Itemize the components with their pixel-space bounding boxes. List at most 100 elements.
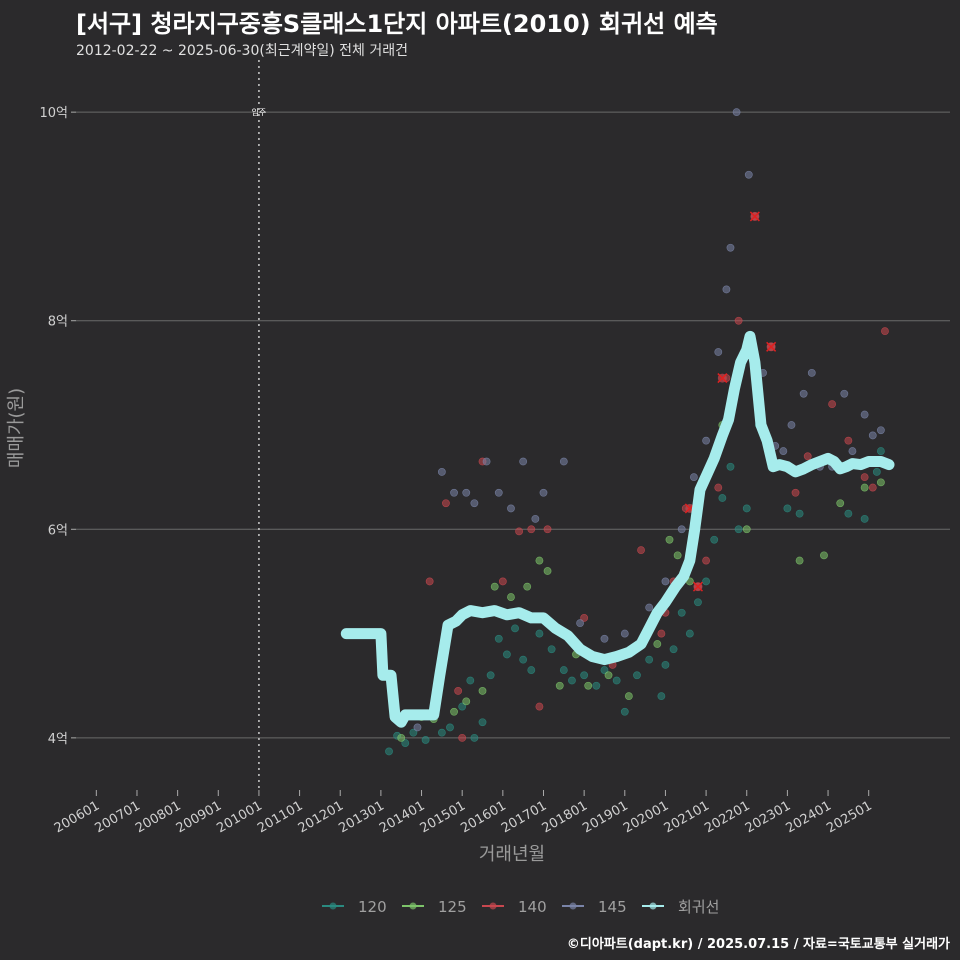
point-120-34 [702,577,710,586]
point-145-4 [470,499,479,508]
point-125-9 [535,556,544,565]
point-120-32 [685,629,694,638]
x-tick-label-4: 201001 [214,798,264,836]
point-145-23 [732,108,741,117]
point-125-18 [673,551,682,560]
point-140-12 [637,546,645,555]
point-120-46 [876,447,885,455]
point-120-23 [600,666,609,674]
y-tick-label-3: 10억 [39,106,68,121]
point-120-45 [872,468,881,476]
point-125-0 [397,733,406,742]
point-140-26 [803,452,812,461]
x-tick-label-1: 200701 [92,798,142,836]
point-125-13 [584,681,593,690]
point-120-0 [385,747,393,756]
x-tick-label-15: 202101 [662,798,712,836]
x-tick-label-6: 201201 [296,798,346,836]
point-145-15 [645,603,654,612]
legend-item-2: 140 [482,898,547,916]
point-120-5 [437,728,446,737]
point-120-35 [710,535,719,544]
point-145-11 [559,457,568,466]
highlight-point-4 [766,341,777,352]
point-125-4 [462,697,471,706]
legend-label-4: 회귀선 [678,898,719,916]
occupancy-line-group: 입주 [252,60,267,790]
legend-item-1: 125 [402,898,467,916]
point-140-13 [657,629,666,638]
point-145-29 [799,389,808,398]
chart-title: [서구] 청라지구중흥S클래스1단지 아파트(2010) 회귀선 예측 [76,10,718,38]
legend-marker-2 [489,902,497,910]
point-125-25 [836,499,845,508]
regression-line [340,330,895,728]
point-120-15 [519,655,528,664]
point-125-26 [860,483,869,492]
point-125-3 [450,707,458,716]
point-140-25 [791,488,800,497]
point-125-8 [523,582,532,591]
point-140-29 [860,473,869,482]
x-tick-label-9: 201501 [418,798,468,836]
x-axis-ticks: 2006012007012008012009012010012011012012… [52,790,875,836]
point-120-30 [669,645,678,654]
point-145-33 [840,389,849,398]
point-120-39 [742,504,751,513]
point-145-18 [689,473,698,482]
point-145-5 [482,457,491,466]
point-140-28 [844,436,853,445]
point-145-1 [437,468,446,476]
x-tick-label-2: 200801 [133,798,183,836]
occupancy-label: 입주 [252,108,267,117]
point-145-17 [677,525,686,534]
point-145-6 [494,488,503,497]
legend-label-2: 140 [518,898,547,916]
x-tick-label-13: 201901 [580,798,630,836]
point-120-26 [633,671,641,680]
point-125-17 [665,535,674,544]
point-120-21 [580,671,589,680]
legend-marker-0 [329,902,337,910]
point-125-10 [543,567,552,575]
highlight-points [684,211,777,592]
legend-item-0: 120 [322,898,387,916]
point-145-24 [744,170,753,179]
credit-text: ©디아파트(dapt.kr) / 2025.07.15 / 자료=국토교통부 실… [566,937,950,952]
point-120-43 [844,509,853,518]
point-125-5 [478,687,487,695]
x-axis-label: 거래년월 [479,844,545,865]
x-tick-label-5: 201101 [255,798,305,836]
point-140-0 [425,577,434,586]
legend: 120 125 140 145 회귀선 [322,898,719,916]
point-125-15 [624,692,633,701]
point-140-30 [868,483,877,492]
point-140-18 [702,556,710,565]
x-tick-label-10: 201601 [458,798,508,836]
point-120-20 [568,676,576,685]
x-tick-label-0: 200601 [52,798,102,836]
point-120-18 [547,645,556,654]
point-120-38 [734,525,743,534]
point-140-6 [515,527,523,536]
point-120-10 [478,718,487,727]
point-120-27 [645,655,654,664]
point-140-31 [881,327,889,336]
y-tick-label-1: 6억 [48,523,68,538]
point-120-25 [620,707,629,716]
point-145-7 [507,504,515,513]
point-125-27 [876,478,885,487]
point-140-10 [580,614,589,622]
point-140-19 [714,483,723,492]
chart-subtitle: 2012-02-22 ~ 2025-06-30(최근계약일) 전체 거래건 [76,43,408,59]
point-145-36 [868,431,877,440]
point-120-7 [458,702,467,711]
y-tick-label-0: 4억 [48,732,68,747]
point-125-6 [490,582,499,591]
point-120-44 [860,514,869,523]
point-120-3 [409,728,418,737]
point-145-10 [539,488,548,497]
point-145-0 [413,723,422,732]
scatter-points [385,108,889,756]
